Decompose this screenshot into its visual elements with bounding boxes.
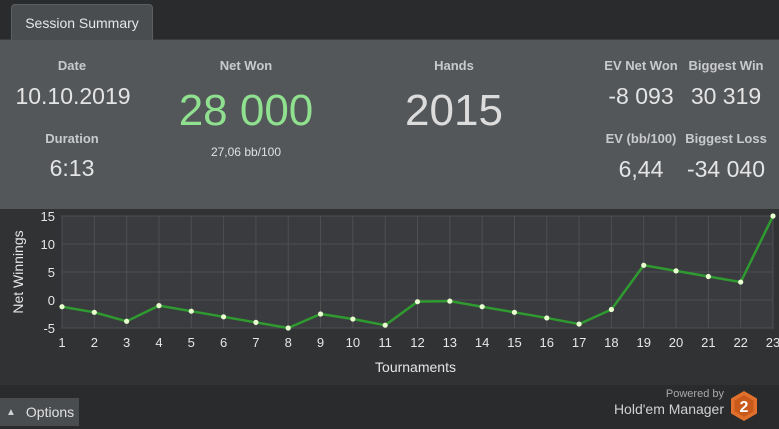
x-axis-title: Tournaments — [375, 359, 456, 375]
x-tick-label: 22 — [733, 335, 747, 350]
ev-bb100-label: EV (bb/100) — [605, 131, 677, 146]
x-tick-label: 12 — [410, 335, 424, 350]
chart-area: -5 0 5 10 15 1 2 3 4 5 6 7 8 9 10 11 12 13 14 15 16 17 18 19 20 2… — [0, 209, 779, 385]
data-point — [91, 309, 97, 315]
date-label: Date — [57, 58, 87, 73]
data-point — [576, 321, 582, 327]
summary-panel: Date 10.10.2019 Duration 6:13 Net Won 28… — [0, 40, 779, 209]
x-tick-label: 10 — [346, 335, 360, 350]
data-point — [156, 303, 162, 309]
options-button[interactable]: ▲ Options — [0, 398, 79, 426]
biggest-loss-value: -34 040 — [686, 156, 765, 182]
y-tick-label: 0 — [48, 293, 55, 308]
data-point — [253, 319, 259, 325]
x-tick-label: 7 — [252, 335, 259, 350]
data-point — [382, 322, 388, 328]
x-tick-label: 20 — [669, 335, 683, 350]
net-won-label: Net Won — [219, 58, 273, 73]
net-won-bb100: 27,06 bb/100 — [210, 145, 282, 159]
data-point — [124, 318, 130, 324]
data-point — [220, 314, 227, 320]
logo-text: 2 — [740, 399, 749, 416]
options-label: Options — [25, 404, 75, 420]
data-point — [705, 273, 711, 280]
x-tick-label: 18 — [604, 335, 618, 350]
data-point — [641, 262, 647, 268]
ev-bb100-value: 6,44 — [618, 156, 664, 182]
powered-by: Powered by Hold'em Manager — [614, 388, 724, 417]
powered-by-line2: Hold'em Manager — [613, 401, 724, 417]
x-tick-label: 13 — [443, 335, 457, 350]
y-tick-label: -5 — [43, 321, 55, 336]
x-tick-label: 9 — [317, 335, 324, 350]
powered-by-line1: Powered by — [665, 388, 724, 400]
x-tick-label: 19 — [636, 335, 650, 350]
x-tick-label: 21 — [701, 335, 715, 350]
hands-value: 2015 — [405, 86, 503, 135]
data-point — [414, 299, 421, 305]
net-won-value: 28 000 — [178, 86, 314, 135]
biggest-win-value: 30 319 — [690, 83, 762, 109]
x-tick-label: 3 — [123, 335, 130, 350]
ev-net-won-label: EV Net Won — [604, 58, 678, 73]
x-tick-label: 2 — [91, 335, 98, 350]
data-point — [447, 298, 453, 304]
x-tick-label: 17 — [572, 335, 586, 350]
data-point — [285, 325, 291, 331]
data-point — [770, 213, 776, 219]
x-tick-label: 5 — [188, 335, 195, 350]
x-tick-label: 23 — [766, 335, 779, 350]
y-axis-title: Net Winnings — [10, 230, 26, 313]
data-point — [673, 268, 679, 274]
biggest-win-label: Biggest Win — [688, 58, 764, 73]
x-tick-label: 14 — [475, 335, 489, 350]
x-tick-label: 4 — [155, 335, 162, 350]
ev-net-won-value: -8 093 — [608, 83, 674, 109]
y-tick-label: 15 — [41, 209, 55, 224]
data-point — [479, 304, 485, 310]
data-point — [59, 304, 65, 310]
data-point — [544, 315, 550, 321]
data-point — [350, 316, 356, 322]
x-tick-label: 1 — [58, 335, 65, 350]
x-tick-label: 6 — [220, 335, 227, 350]
hands-label: Hands — [434, 58, 474, 73]
date-value: 10.10.2019 — [15, 83, 131, 109]
data-point — [608, 306, 615, 313]
y-tick-label: 10 — [41, 237, 55, 252]
biggest-loss-label: Biggest Loss — [685, 131, 767, 146]
footer-bar — [0, 385, 779, 429]
y-tick-label: 5 — [48, 265, 55, 280]
data-point — [738, 279, 744, 285]
holdem-manager-logo: 2 — [731, 391, 757, 421]
data-point — [188, 308, 194, 314]
data-point — [317, 311, 324, 317]
duration-value: 6:13 — [49, 155, 95, 181]
x-tick-label: 8 — [285, 335, 292, 350]
tab-session-summary[interactable]: Session Summary — [11, 4, 153, 40]
x-tick-label: 15 — [507, 335, 521, 350]
x-tick-label: 16 — [540, 335, 554, 350]
chevron-up-icon: ▲ — [6, 406, 16, 418]
x-tick-label: 11 — [378, 335, 392, 350]
duration-label: Duration — [45, 131, 99, 146]
data-point — [511, 309, 518, 315]
